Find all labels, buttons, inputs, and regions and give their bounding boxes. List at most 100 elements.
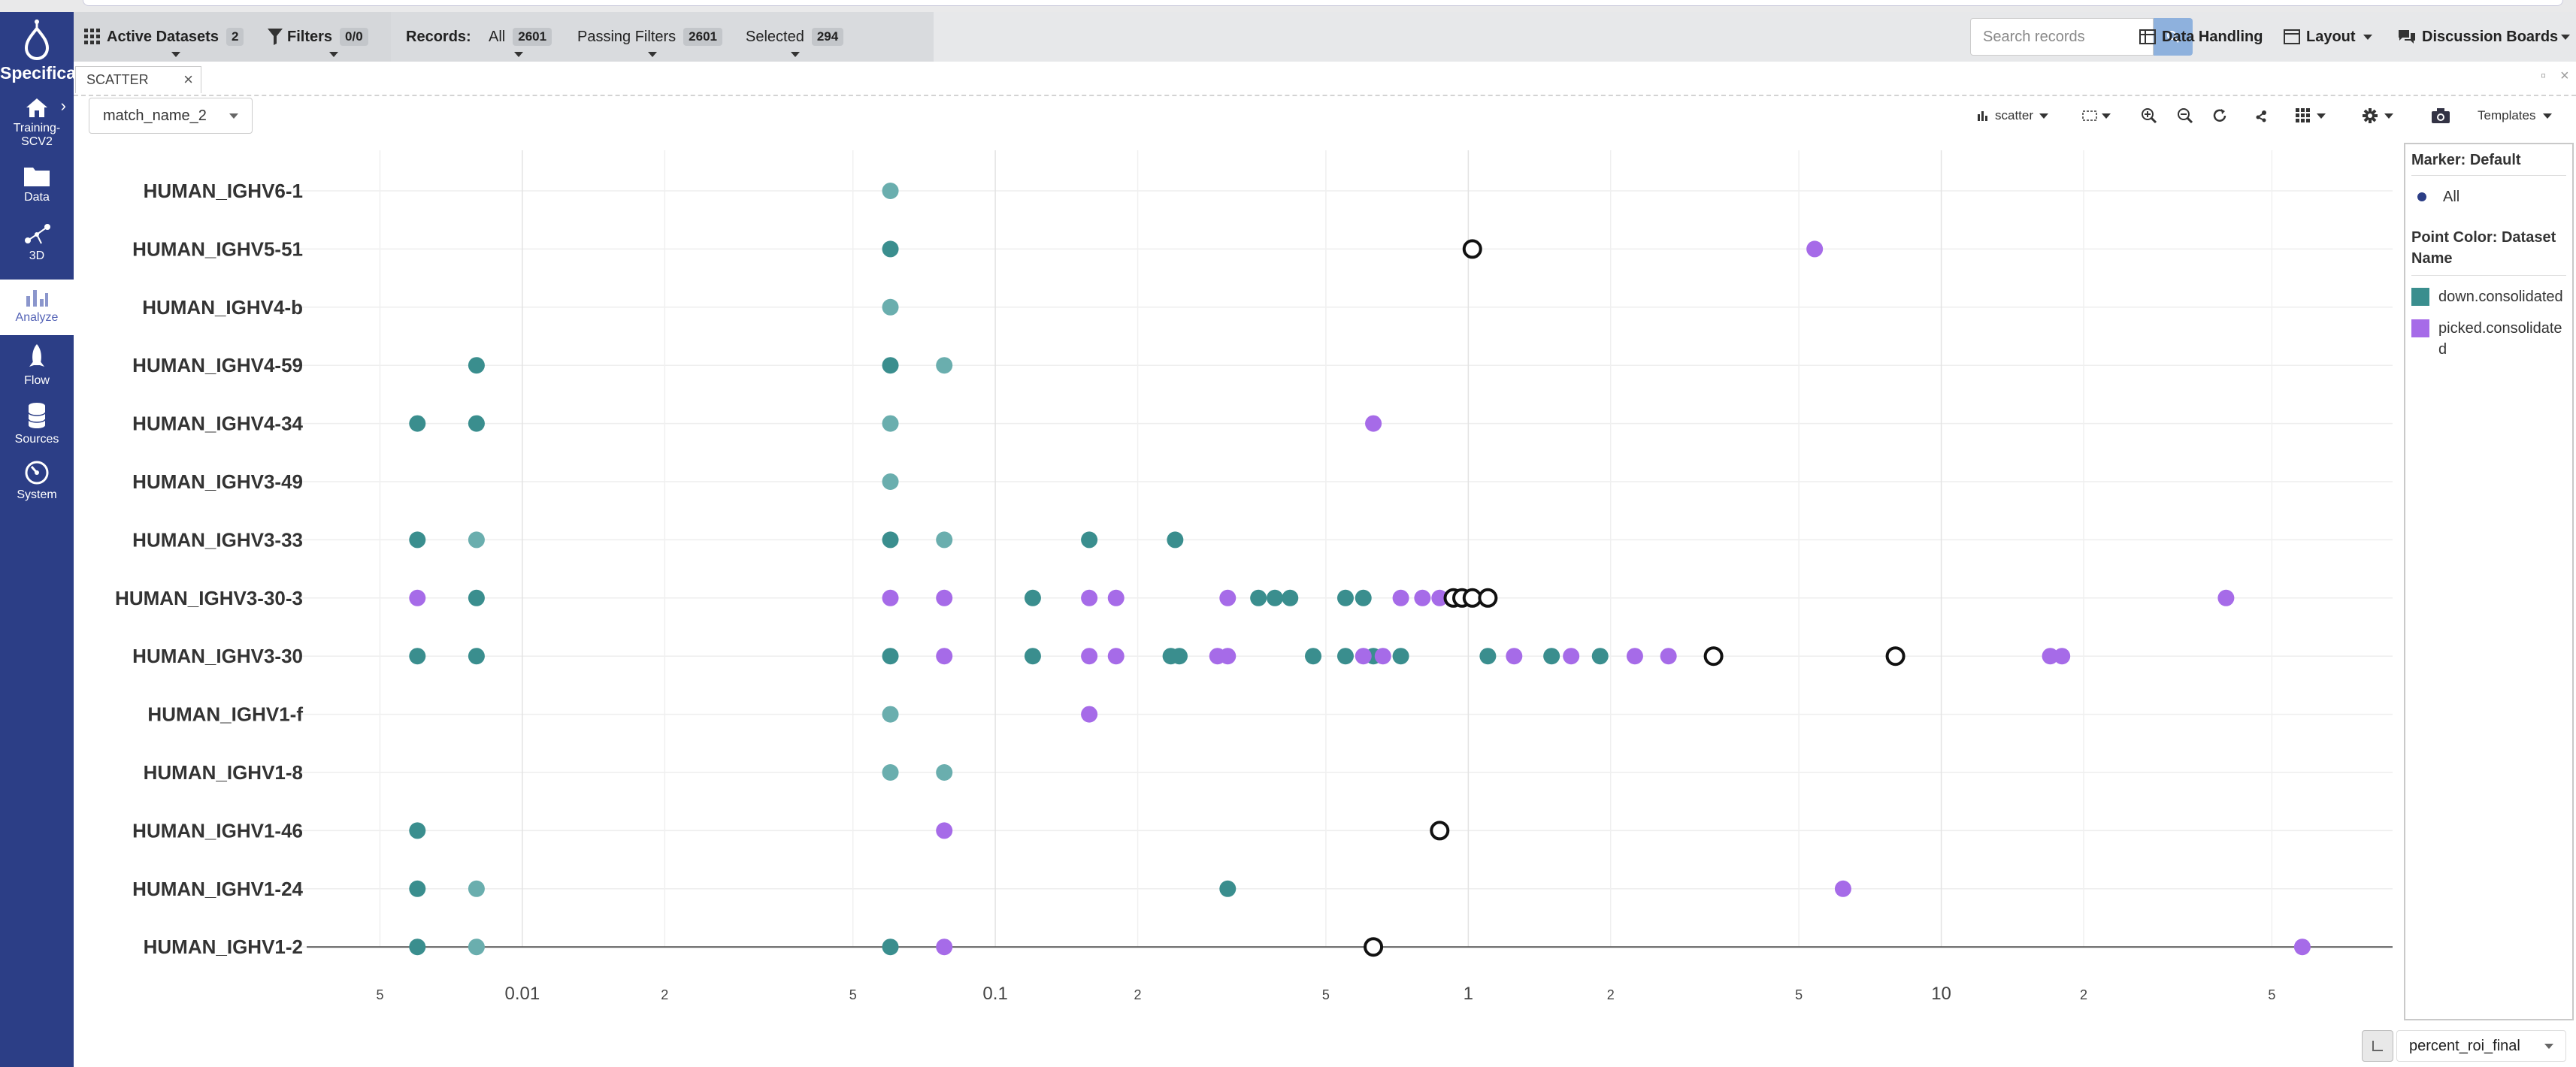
data-point-down[interactable] — [882, 939, 899, 956]
passing-filters-button[interactable]: Passing Filters 2601 — [577, 12, 722, 62]
records-all-button[interactable]: All 2601 — [489, 12, 552, 62]
data-point-picked[interactable] — [1107, 648, 1125, 665]
data-point-down[interactable] — [409, 939, 426, 956]
data-point-down[interactable] — [882, 648, 899, 665]
data-point-picked[interactable] — [409, 589, 426, 606]
settings-select[interactable] — [2362, 103, 2393, 128]
axis-toggle-button[interactable] — [2362, 1030, 2393, 1062]
grid-options-select[interactable] — [2296, 103, 2326, 128]
data-points[interactable] — [409, 183, 2311, 957]
legend-entry-down[interactable]: down.consolidated — [2411, 286, 2566, 307]
data-point-down[interactable] — [936, 764, 953, 781]
close-panel-icon[interactable]: × — [2560, 68, 2569, 84]
data-point-down[interactable] — [1024, 648, 1041, 665]
data-point-picked[interactable] — [936, 648, 953, 665]
data-point-down[interactable] — [1336, 589, 1354, 606]
data-point-down[interactable] — [1219, 880, 1237, 897]
data-point-picked[interactable] — [2042, 648, 2059, 665]
sidebar-item-flow[interactable]: Flow — [0, 343, 74, 388]
data-point-picked[interactable] — [1563, 648, 1580, 665]
data-point-down[interactable] — [1170, 648, 1188, 665]
data-point-picked[interactable] — [1107, 589, 1125, 606]
data-point-down[interactable] — [882, 706, 899, 723]
data-point-down[interactable] — [882, 240, 899, 258]
data-point-down[interactable] — [1250, 589, 1267, 606]
data-point-down[interactable] — [409, 822, 426, 839]
chevron-right-icon[interactable]: › — [60, 96, 66, 115]
data-point-picked[interactable] — [1365, 415, 1382, 432]
data-point-selected[interactable] — [1885, 646, 1906, 666]
data-point-down[interactable] — [409, 648, 426, 665]
data-point-down[interactable] — [1024, 589, 1041, 606]
data-point-down[interactable] — [936, 531, 953, 549]
data-point-down[interactable] — [409, 880, 426, 897]
data-point-picked[interactable] — [882, 589, 899, 606]
data-point-down[interactable] — [409, 531, 426, 549]
zoom-out-button[interactable] — [2174, 103, 2196, 128]
selection-mode-select[interactable] — [2082, 103, 2111, 128]
layout-button[interactable]: Layout — [2284, 12, 2372, 62]
data-point-down[interactable] — [468, 589, 485, 606]
lasso-button[interactable] — [2251, 103, 2273, 128]
data-point-picked[interactable] — [1081, 706, 1098, 723]
data-point-down[interactable] — [1355, 589, 1372, 606]
data-point-down[interactable] — [882, 764, 899, 781]
data-point-picked[interactable] — [1081, 648, 1098, 665]
sidebar-item-system[interactable]: System — [0, 460, 74, 502]
data-point-picked[interactable] — [1431, 589, 1448, 606]
data-point-picked[interactable] — [1081, 589, 1098, 606]
data-point-down[interactable] — [1267, 589, 1284, 606]
x-axis-field-select[interactable]: percent_roi_final — [2396, 1030, 2566, 1062]
data-point-picked[interactable] — [2054, 648, 2071, 665]
data-point-down[interactable] — [468, 531, 485, 549]
data-point-down[interactable] — [1282, 589, 1299, 606]
tab-scatter[interactable]: SCATTER × — [75, 66, 201, 93]
templates-select[interactable]: Templates — [2478, 103, 2553, 128]
data-point-down[interactable] — [1479, 648, 1497, 665]
data-point-picked[interactable] — [1374, 648, 1391, 665]
brand[interactable]: Specifica — [0, 18, 76, 83]
sidebar-item-sources[interactable]: Sources — [0, 401, 74, 446]
sidebar-item-3d[interactable]: 3D — [0, 221, 74, 263]
data-point-down[interactable] — [468, 939, 485, 956]
data-point-picked[interactable] — [1660, 648, 1677, 665]
sidebar-item-training[interactable]: Training-SCV2 › — [0, 96, 74, 149]
data-point-selected[interactable] — [1364, 937, 1384, 957]
selected-button[interactable]: Selected 294 — [746, 12, 844, 62]
data-point-selected[interactable] — [1703, 646, 1724, 666]
data-point-down[interactable] — [882, 298, 899, 316]
data-point-picked[interactable] — [936, 822, 953, 839]
data-point-picked[interactable] — [2217, 589, 2235, 606]
data-point-down[interactable] — [882, 473, 899, 490]
discussion-boards-button[interactable]: Discussion Boards — [2398, 12, 2571, 62]
close-icon[interactable]: × — [183, 70, 193, 89]
reset-view-button[interactable] — [2208, 103, 2231, 128]
data-point-picked[interactable] — [1806, 240, 1824, 258]
screenshot-button[interactable] — [2428, 103, 2453, 128]
data-point-picked[interactable] — [1414, 589, 1431, 606]
data-point-picked[interactable] — [1219, 648, 1237, 665]
y-axis-field-select[interactable]: match_name_2 — [89, 98, 253, 134]
data-point-down[interactable] — [468, 415, 485, 432]
data-point-down[interactable] — [409, 415, 426, 432]
data-point-down[interactable] — [1591, 648, 1609, 665]
search-button[interactable] — [2154, 18, 2193, 56]
zoom-in-button[interactable] — [2138, 103, 2160, 128]
data-point-down[interactable] — [882, 531, 899, 549]
data-point-down[interactable] — [882, 357, 899, 374]
filters-button[interactable]: Filters 0/0 — [268, 12, 368, 62]
data-point-down[interactable] — [1081, 531, 1098, 549]
data-point-selected[interactable] — [1462, 239, 1482, 259]
scatter-plot[interactable]: HUMAN_IGHV6-1 HUMAN_IGHV5-51 HUMAN_IGHV4-b… — [74, 135, 2396, 1022]
legend-entry-picked[interactable]: picked.consolidated — [2411, 318, 2566, 360]
legend-marker-all[interactable]: All — [2411, 186, 2566, 207]
data-point-down[interactable] — [1392, 648, 1409, 665]
data-point-picked[interactable] — [1392, 589, 1409, 606]
data-point-selected[interactable] — [1430, 821, 1450, 841]
data-point-picked[interactable] — [1219, 589, 1237, 606]
data-handling-button[interactable]: Data Handling — [2139, 12, 2263, 62]
data-point-down[interactable] — [468, 648, 485, 665]
active-datasets-button[interactable]: Active Datasets 2 — [84, 12, 244, 62]
data-point-down[interactable] — [882, 415, 899, 432]
sidebar-item-analyze[interactable]: Analyze — [0, 280, 74, 335]
